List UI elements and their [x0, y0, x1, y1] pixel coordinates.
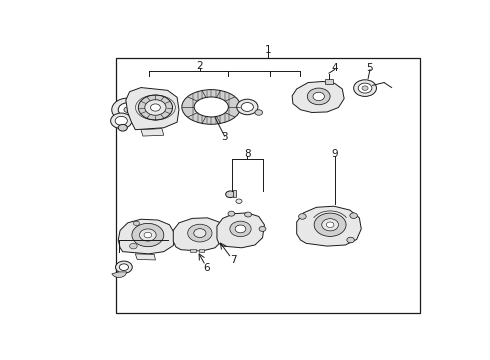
Circle shape — [230, 221, 251, 237]
Circle shape — [112, 98, 144, 121]
Circle shape — [144, 232, 151, 238]
Text: 7: 7 — [230, 255, 237, 265]
Circle shape — [313, 92, 324, 100]
Circle shape — [140, 229, 156, 241]
Circle shape — [362, 86, 368, 90]
Circle shape — [194, 229, 206, 238]
Polygon shape — [141, 129, 164, 136]
Circle shape — [150, 104, 160, 111]
Bar — [116, 58, 420, 314]
Circle shape — [124, 107, 131, 112]
Bar — [233, 190, 236, 197]
Circle shape — [298, 214, 306, 219]
Polygon shape — [135, 254, 155, 260]
Polygon shape — [297, 206, 361, 246]
Ellipse shape — [194, 97, 228, 117]
Polygon shape — [118, 219, 175, 254]
Ellipse shape — [182, 90, 241, 124]
Circle shape — [245, 212, 251, 217]
Polygon shape — [173, 218, 224, 251]
Circle shape — [226, 191, 235, 198]
Circle shape — [145, 100, 166, 115]
Wedge shape — [112, 272, 126, 278]
Circle shape — [138, 95, 172, 120]
Polygon shape — [126, 87, 179, 130]
Circle shape — [118, 103, 137, 117]
Circle shape — [307, 88, 330, 105]
Bar — [325, 79, 333, 84]
Polygon shape — [217, 213, 265, 248]
Polygon shape — [292, 81, 344, 112]
Circle shape — [350, 213, 358, 219]
Bar — [199, 249, 204, 252]
Circle shape — [116, 261, 132, 273]
Circle shape — [236, 199, 242, 203]
Text: 1: 1 — [265, 45, 271, 55]
Circle shape — [237, 99, 258, 115]
Circle shape — [322, 219, 339, 231]
Circle shape — [314, 213, 346, 237]
Circle shape — [228, 211, 235, 216]
Circle shape — [115, 116, 127, 125]
Text: 2: 2 — [196, 62, 203, 72]
Circle shape — [129, 243, 137, 249]
Circle shape — [111, 113, 132, 129]
Text: 3: 3 — [221, 132, 228, 143]
Circle shape — [358, 83, 372, 93]
Text: 5: 5 — [367, 63, 373, 73]
Circle shape — [188, 224, 212, 242]
Circle shape — [347, 237, 354, 243]
Text: 6: 6 — [203, 263, 210, 273]
Circle shape — [326, 222, 334, 228]
Circle shape — [118, 125, 127, 131]
Circle shape — [241, 103, 253, 111]
Circle shape — [235, 225, 246, 233]
Circle shape — [255, 110, 263, 115]
Text: 4: 4 — [331, 63, 338, 73]
Text: 8: 8 — [244, 149, 251, 159]
Circle shape — [132, 223, 164, 247]
Text: 9: 9 — [331, 149, 338, 159]
Circle shape — [133, 221, 140, 226]
Circle shape — [120, 264, 128, 270]
Bar — [190, 249, 196, 252]
Circle shape — [354, 80, 376, 96]
Circle shape — [259, 226, 266, 231]
